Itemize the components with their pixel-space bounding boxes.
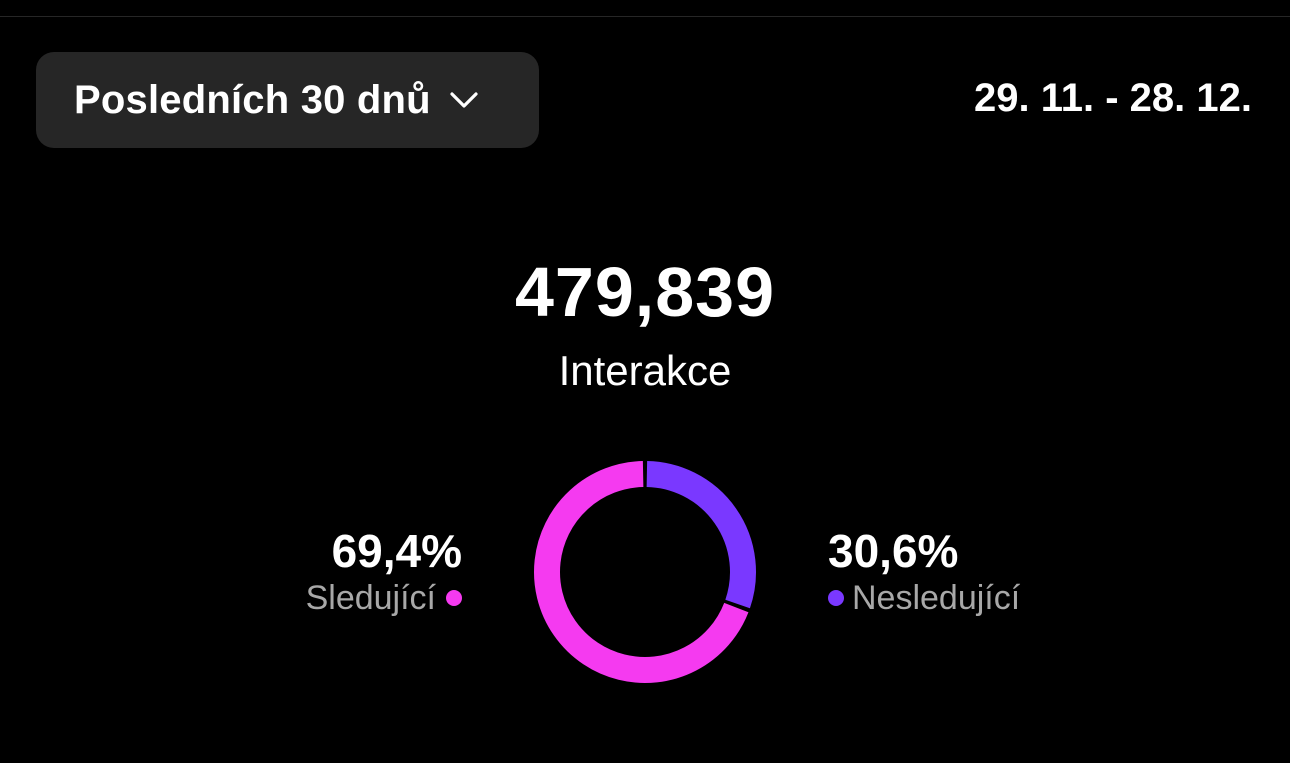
- total-interactions-value: 479,839: [514, 253, 776, 331]
- followers-segment: [534, 461, 749, 683]
- non-followers-stat: 30,6% Nesledující: [828, 524, 1020, 618]
- non-followers-segment: [646, 461, 756, 609]
- followers-stat: 69,4% Sledující: [306, 524, 462, 618]
- audience-donut-chart: [534, 461, 756, 683]
- top-divider: [0, 16, 1290, 17]
- followers-legend: Sledující: [306, 578, 462, 618]
- followers-legend-dot: [446, 590, 462, 606]
- date-range-dropdown[interactable]: Posledních 30 dnů: [36, 52, 539, 148]
- date-range-text: 29. 11. - 28. 12.: [974, 76, 1252, 120]
- followers-legend-label: Sledující: [305, 579, 436, 617]
- date-range-dropdown-label: Posledních 30 dnů: [74, 77, 431, 122]
- non-followers-legend-label: Nesledující: [852, 579, 1021, 617]
- total-interactions-label: Interakce: [558, 347, 732, 394]
- chevron-down-icon: [450, 92, 478, 108]
- followers-percent: 69,4%: [331, 525, 462, 577]
- non-followers-legend: Nesledující: [828, 578, 1020, 618]
- non-followers-legend-dot: [828, 590, 844, 606]
- non-followers-percent: 30,6%: [828, 525, 959, 577]
